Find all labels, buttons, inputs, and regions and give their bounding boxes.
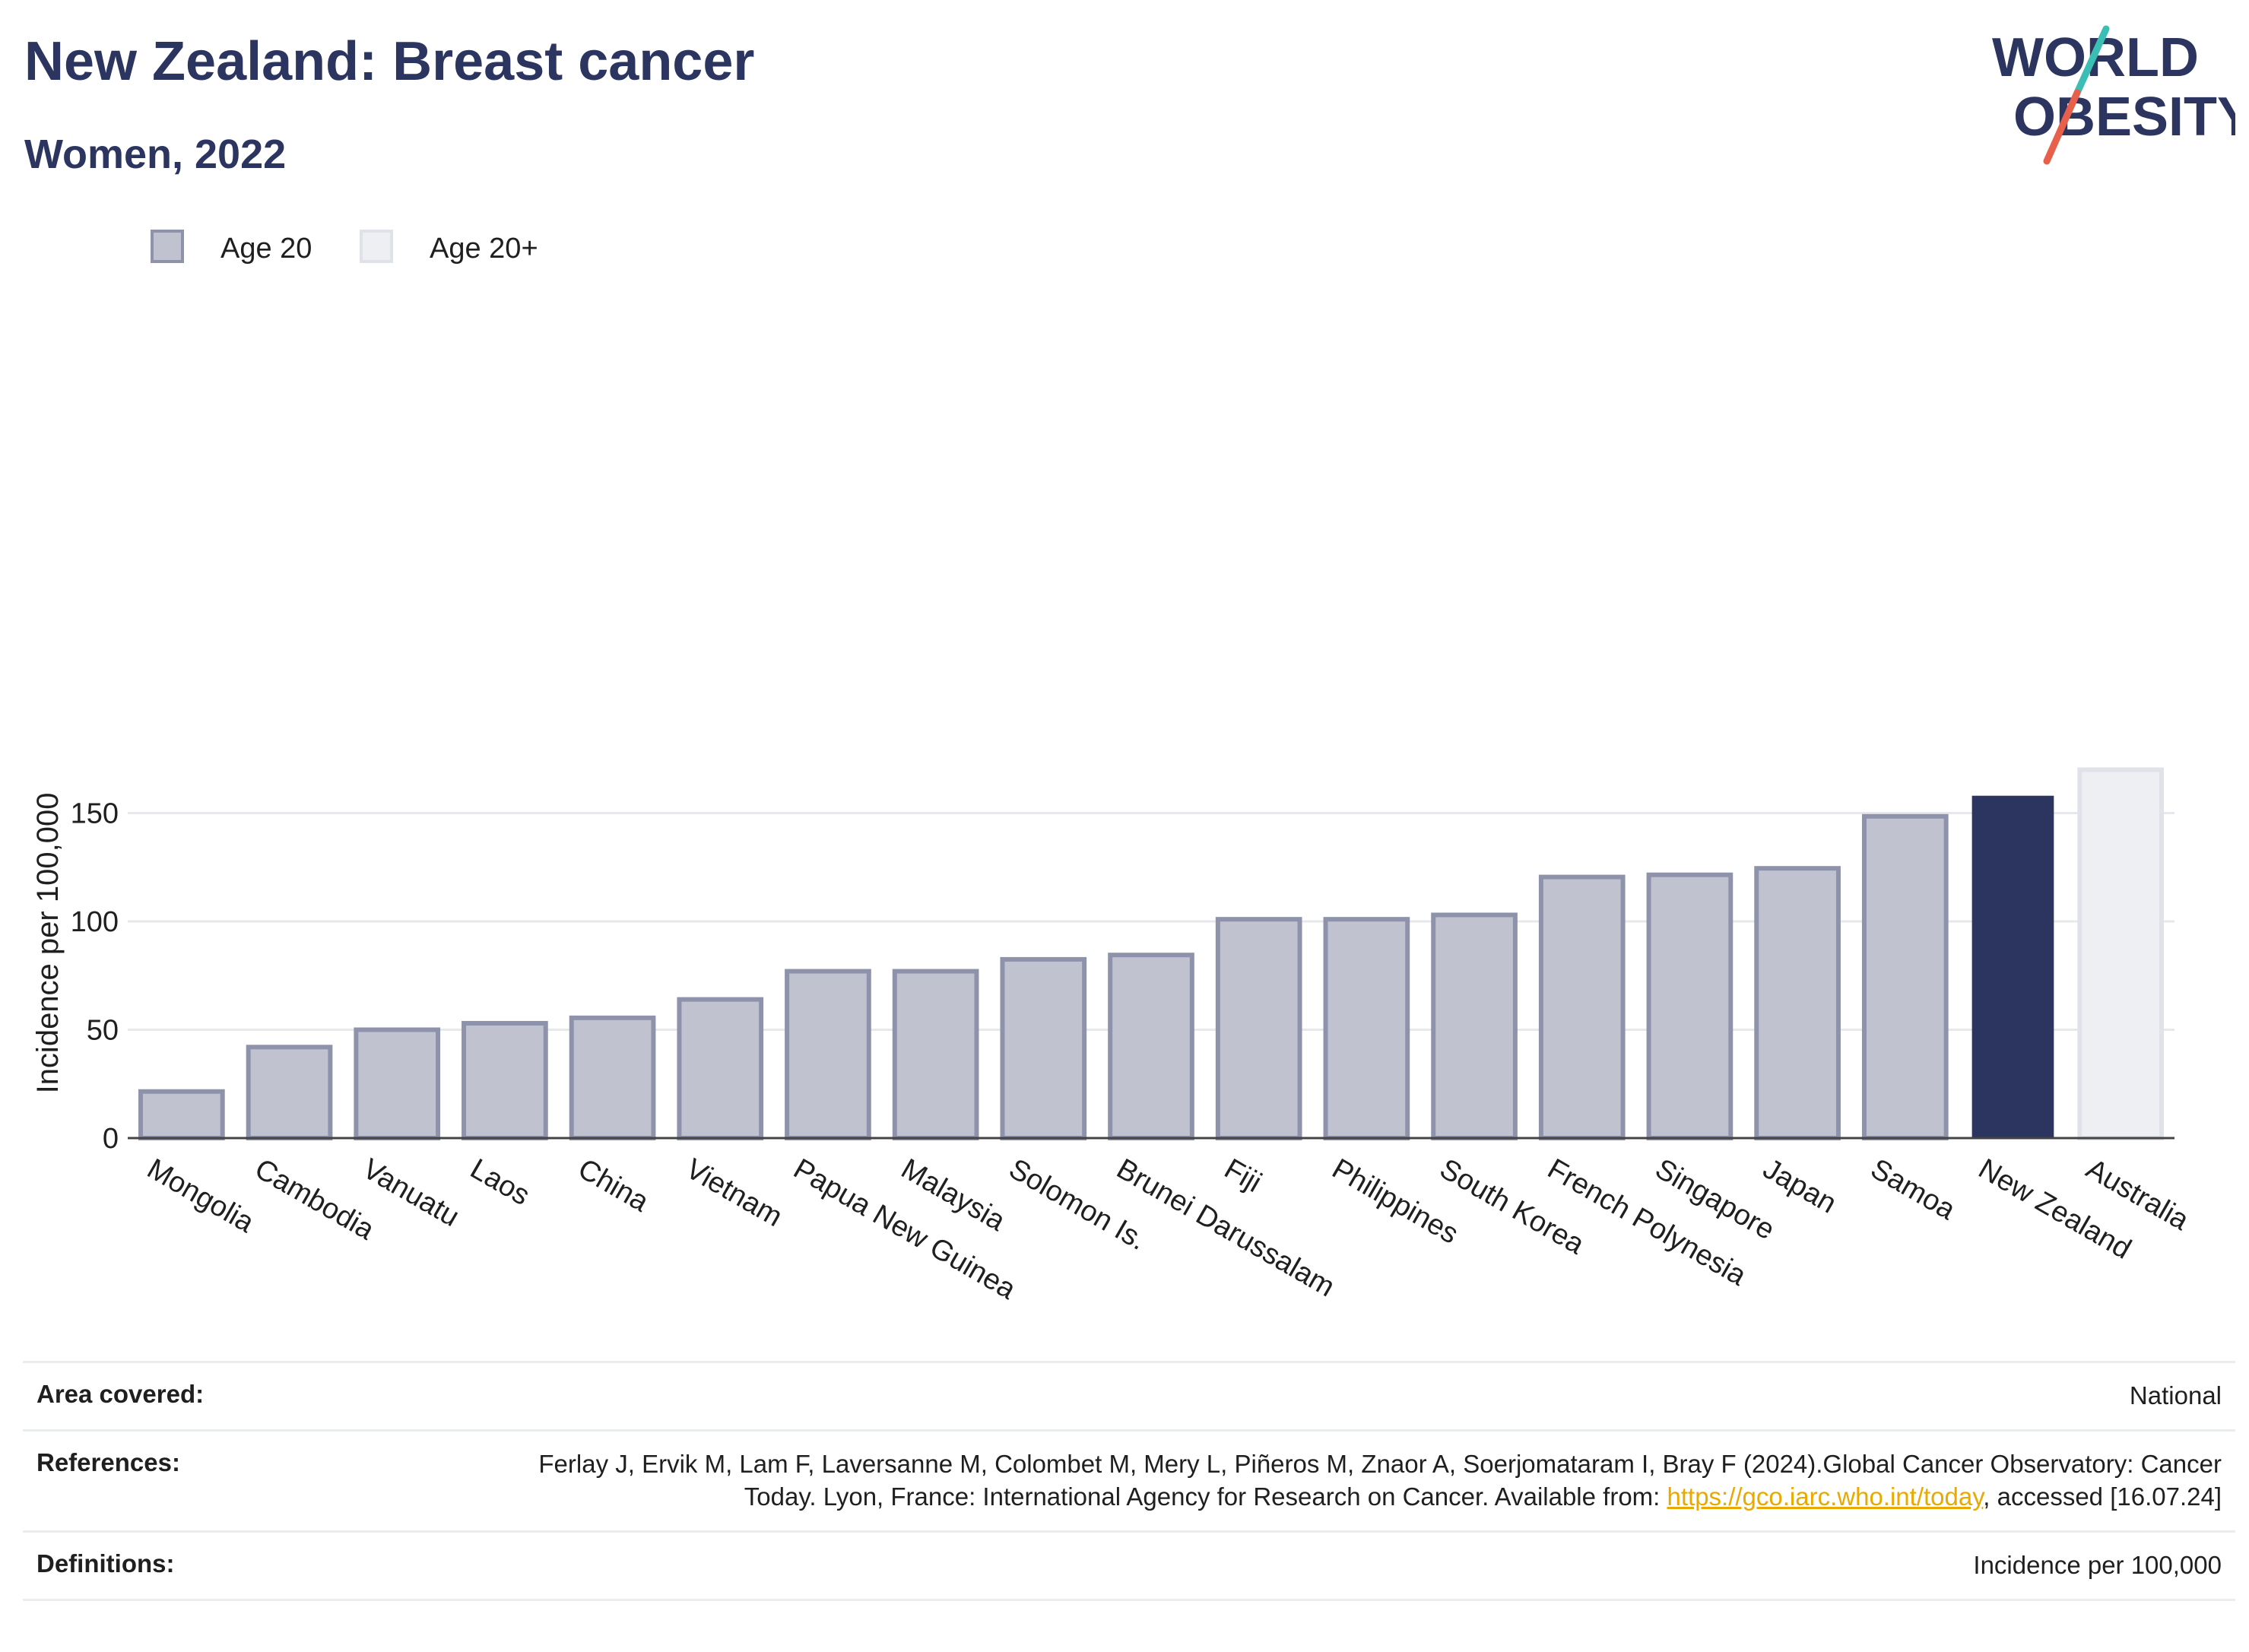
bar-philippines [1323,917,1410,1141]
y-tick-0: 0 [103,1123,119,1155]
x-tick-cambodia: Cambodia [249,1153,380,1246]
chart-bars [138,767,2164,1141]
legend-swatch-0 [151,230,184,263]
x-tick-china: China [573,1153,655,1218]
bar-solomon-is- [1000,956,1087,1140]
references-suffix: , accessed [16.07.24] [1983,1482,2222,1511]
bar-south-korea [1431,912,1518,1140]
y-tick-50: 50 [87,1015,119,1047]
bar-fiji [1215,917,1302,1141]
bar-chart: Age 20 Age 20+ 0 50 100 150 MongoliaCambodia… [31,230,2194,1306]
x-tick-laos: Laos [465,1153,534,1212]
legend-label-0: Age 20 [220,233,312,265]
chart-legend: Age 20 Age 20+ [151,230,538,265]
x-tick-vietnam: Vietnam [680,1153,788,1233]
y-axis-title: Incidence per 100,000 [31,793,65,1094]
footer-row-area: Area covered: National [23,1361,2235,1429]
definitions-label: Definitions: [36,1549,175,1577]
bar-new-zealand [1971,795,2054,1138]
footer-row-references: References: Ferlay J, Ervik M, Lam F, La… [23,1428,2235,1530]
x-tick-samoa: Samoa [1865,1153,1961,1226]
bar-china [569,1015,656,1140]
legend-label-1: Age 20+ [430,233,538,265]
chart-footer: Area covered: National References: Ferla… [23,1361,2235,1601]
logo-slash-teal [2073,25,2110,97]
page-title: New Zealand: Breast cancer [24,31,755,92]
x-tick-french-polynesia: French Polynesia [1542,1153,1752,1292]
bar-vietnam [677,997,764,1140]
bar-samoa [1861,813,1949,1141]
definitions-value: Incidence per 100,000 [1973,1550,2222,1579]
bar-vanuatu [354,1027,441,1140]
bar-cambodia [246,1045,333,1141]
references-label: References: [36,1447,180,1476]
legend-swatch-1 [360,230,393,263]
page-subtitle: Women, 2022 [24,132,287,177]
y-tick-150: 150 [71,798,119,830]
y-axis-ticks: 0 50 100 150 [71,798,119,1156]
references-text: Ferlay J, Ervik M, Lam F, Laversanne M, … [538,1449,2222,1511]
logo-line2: OBESITY [2013,87,2235,147]
x-tick-fiji: Fiji [1219,1153,1267,1199]
bar-japan [1754,866,1841,1140]
bar-australia [2077,767,2164,1140]
bar-singapore [1646,872,1734,1140]
logo-slash-red [2043,89,2081,165]
references-value: Ferlay J, Ervik M, Lam F, Laversanne M, … [473,1448,2222,1514]
y-tick-100: 100 [71,906,119,938]
bar-papua-new-guinea [785,969,871,1140]
bar-french-polynesia [1538,874,1626,1140]
world-obesity-logo: WORLD OBESITY [1992,25,2235,165]
references-link[interactable]: https://gco.iarc.who.int/today [1667,1482,1984,1511]
area-covered-label: Area covered: [36,1380,205,1408]
x-tick-japan: Japan [1758,1153,1842,1219]
bar-mongolia [138,1089,225,1140]
footer-row-definitions: Definitions: Incidence per 100,000 [23,1530,2235,1601]
area-covered-value: National [2129,1381,2222,1409]
bar-malaysia [892,969,979,1140]
bar-brunei-darussalam [1108,953,1194,1140]
bar-laos [462,1020,548,1140]
x-tick-mongolia: Mongolia [141,1153,259,1239]
